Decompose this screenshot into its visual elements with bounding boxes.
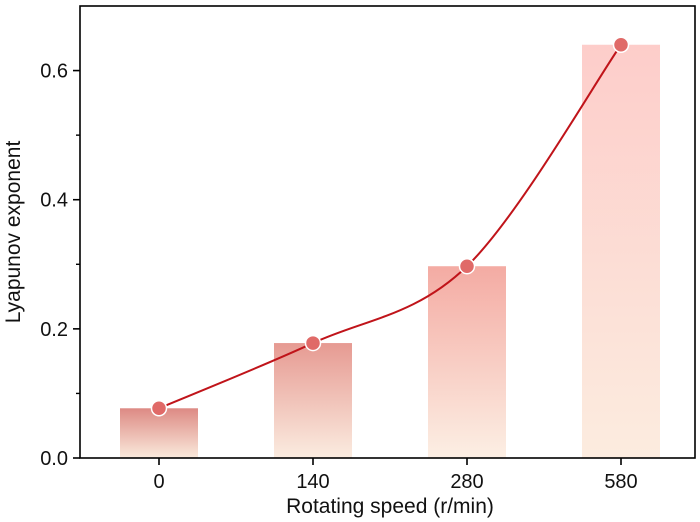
point-140: [304, 334, 322, 352]
point-0: [150, 400, 168, 417]
x-axis-title: Rotating speed (r/min): [286, 495, 494, 518]
x-tick-label: 580: [604, 471, 637, 493]
bar-580: [582, 44, 660, 458]
y-tick-label: 0.4: [40, 190, 68, 212]
x-tick-label: 280: [450, 471, 483, 493]
plot-frame: [79, 5, 696, 459]
bars-layer: [120, 44, 660, 458]
x-tick-label: 0: [153, 471, 164, 493]
ticks-layer: 0.0 0.2 0.4 0.6 0 140 280 580: [40, 61, 638, 493]
point-280: [458, 257, 476, 275]
bar-140: [274, 343, 352, 458]
x-tick-label: 140: [296, 471, 329, 493]
y-axis-title: Lyapunov exponent: [2, 141, 25, 324]
point-580: [612, 36, 630, 53]
y-tick-label: 0.0: [40, 448, 68, 470]
markers-layer: [150, 36, 630, 417]
bar-0: [120, 408, 198, 458]
bar-280: [428, 266, 506, 458]
trend-line: [158, 44, 622, 410]
y-tick-label: 0.6: [40, 61, 68, 83]
y-tick-label: 0.2: [40, 319, 68, 341]
